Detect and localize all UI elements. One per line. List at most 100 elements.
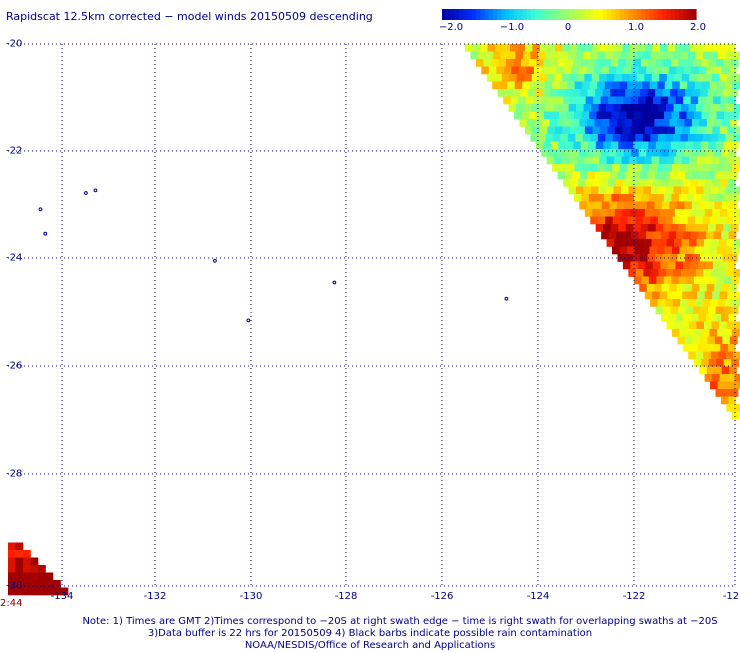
wind-cell [627, 246, 635, 255]
wind-cell [655, 171, 663, 180]
wind-cell [632, 89, 641, 97]
wind-cell [655, 306, 664, 315]
wind-cell [636, 156, 645, 165]
wind-cell [726, 156, 735, 165]
wind-cell [655, 59, 664, 67]
wind-cell [625, 171, 633, 180]
wind-cell [672, 81, 681, 90]
wind-cell [721, 284, 730, 292]
wind-cell [605, 216, 614, 225]
wind-cell [616, 201, 625, 210]
wind-cell [685, 224, 694, 232]
wind-cell [638, 179, 646, 187]
wind-cell [660, 96, 669, 105]
wind-cell [609, 119, 618, 127]
wind-cell [669, 119, 678, 127]
wind-cell [15, 557, 24, 566]
wind-cell [608, 149, 617, 157]
wind-cell [561, 104, 569, 112]
wind-cell [593, 66, 602, 75]
wind-cell [477, 51, 486, 60]
wind-cell [573, 59, 582, 67]
wind-cell [578, 149, 587, 157]
wind-cell [637, 261, 646, 270]
wind-cell [716, 194, 725, 202]
wind-cell [576, 74, 585, 82]
wind-cell [676, 314, 684, 322]
wind-cell [557, 171, 566, 180]
x-tick-label: -124 [526, 591, 550, 602]
wind-cell [592, 209, 601, 217]
wind-cell [542, 89, 551, 97]
wind-cell [671, 276, 680, 285]
wind-cell [548, 149, 557, 157]
wind-cell [608, 96, 616, 105]
wind-cell [664, 81, 673, 90]
wind-cell [651, 239, 660, 247]
colorbar-segment [497, 9, 502, 20]
wind-cell [608, 66, 617, 75]
wind-cell [709, 81, 718, 90]
colorbar-segment [594, 9, 600, 20]
y-tick-label: -20 [6, 38, 23, 50]
wind-cell [612, 216, 621, 225]
wind-cell [643, 186, 652, 195]
wind-cell [642, 81, 651, 90]
wind-cell [601, 201, 610, 210]
wind-cell [734, 74, 740, 82]
wind-cell [690, 44, 698, 52]
wind-cell [586, 149, 595, 157]
wind-cell [556, 66, 565, 75]
wind-cell [668, 231, 677, 240]
wind-cell [716, 329, 725, 337]
wind-cell [628, 104, 637, 112]
wind-cell [680, 51, 689, 60]
wind-cell [594, 201, 603, 210]
wind-cell [575, 51, 584, 60]
wind-cell [717, 381, 726, 390]
wind-cell [636, 239, 645, 247]
wind-cell [731, 111, 740, 120]
wind-cell [560, 51, 569, 60]
wind-cell [546, 74, 555, 82]
wind-cell [492, 51, 501, 60]
wind-cell [551, 111, 560, 120]
wind-cell [714, 284, 723, 292]
wind-cell [595, 89, 603, 97]
wind-cell [697, 344, 706, 352]
wind-cell [734, 291, 740, 300]
wind-cell [699, 336, 708, 345]
wind-cell [648, 194, 657, 202]
wind-cell [697, 126, 706, 135]
wind-cell [591, 74, 600, 82]
wind-cell [621, 74, 630, 82]
wind-cell [681, 74, 690, 82]
wind-cell [646, 284, 655, 292]
wind-cell [601, 149, 610, 157]
wind-cell [714, 201, 723, 210]
wind-cell [695, 299, 703, 307]
wind-cell [734, 126, 740, 135]
wind-cell [698, 149, 707, 157]
wind-cell [503, 66, 512, 75]
wind-cell [644, 291, 653, 300]
wind-cell [631, 119, 640, 127]
wind-cell [616, 119, 625, 127]
wind-cell [689, 156, 697, 165]
wind-cell [695, 186, 704, 195]
wind-cell [728, 149, 737, 157]
wind-cell [556, 149, 565, 157]
wind-cell [572, 89, 581, 97]
wind-cell [562, 126, 571, 135]
wind-cell [703, 351, 712, 360]
wind-cell [667, 261, 676, 270]
wind-cell [689, 126, 698, 135]
wind-cell [605, 186, 614, 195]
wind-cell [485, 51, 494, 60]
colorbar-segment [607, 9, 612, 20]
wind-cell [716, 359, 725, 367]
wind-cell [672, 299, 681, 307]
wind-cell [727, 261, 736, 270]
wind-cell [595, 141, 604, 150]
wind-cell [731, 194, 740, 202]
